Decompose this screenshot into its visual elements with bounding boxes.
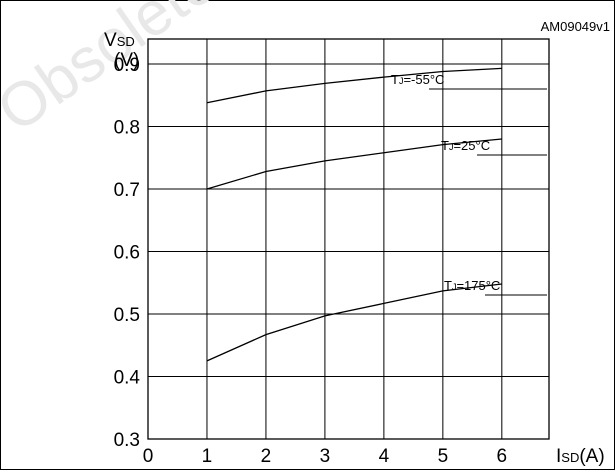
x-axis-label: ISD(A)	[556, 446, 605, 467]
x-axis-label-unit: (A)	[579, 446, 604, 467]
y-tick-label-1: 0.4	[114, 368, 141, 389]
x-tick-label-4: 4	[379, 446, 390, 467]
series-labels: TJ=-55°C TJ=25°C TJ=175°C	[391, 72, 547, 296]
series-label-0: TJ=-55°C	[391, 72, 444, 87]
y-tick-label-0: 0.3	[114, 430, 140, 451]
x-axis-label-main: I	[556, 446, 561, 467]
x-tick-label-3: 3	[320, 446, 331, 467]
y-axis-unit: (V)	[114, 50, 139, 71]
x-tick-label-5: 5	[438, 446, 449, 467]
series-group	[206, 67, 502, 362]
x-tick-label-6: 6	[497, 446, 508, 467]
plot-area-frame	[147, 38, 550, 440]
x-tick-label-1: 1	[202, 446, 213, 467]
x-tick-label-2: 2	[261, 446, 272, 467]
x-axis-label-sub: SD	[561, 450, 579, 465]
series-label-1: TJ=25°C	[441, 138, 490, 153]
y-axis-label: VSD	[104, 30, 135, 51]
y-axis-label-main: V	[104, 30, 117, 51]
series-line-2	[206, 283, 502, 362]
figure-id: AM09049v1	[541, 19, 610, 34]
x-tick-label-0: 0	[143, 446, 154, 467]
y-tick-label-3: 0.6	[114, 243, 140, 264]
y-tick-label-4: 0.7	[114, 180, 140, 201]
series-line-1	[206, 138, 502, 190]
series-label-2: TJ=175°C	[444, 278, 500, 293]
tick-labels: 0 1 2 3 4 5 6 0.3 0.4 0.5 0.6 0.7 0.8 0.9	[114, 55, 508, 467]
y-axis-label-sub: SD	[117, 34, 135, 49]
grid-lines	[148, 39, 549, 439]
series-line-0	[206, 67, 502, 104]
y-tick-label-2: 0.5	[114, 305, 140, 326]
y-tick-label-6: 0.9	[114, 55, 140, 76]
y-tick-label-5: 0.8	[114, 118, 140, 139]
